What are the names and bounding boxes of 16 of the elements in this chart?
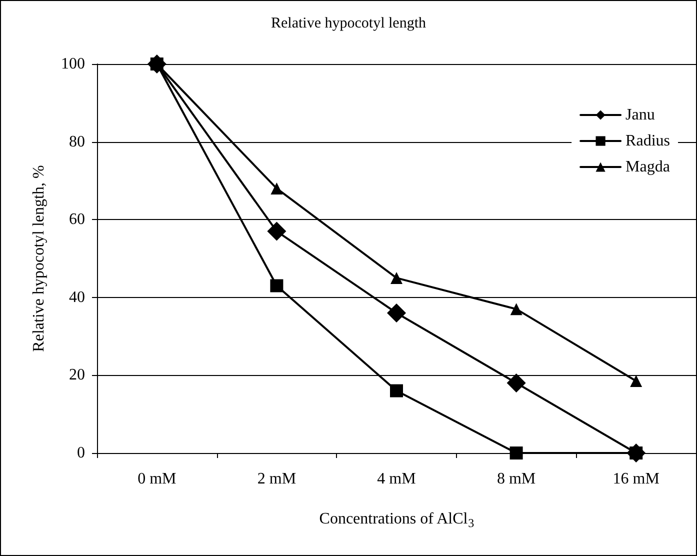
legend-label: Radius (626, 132, 670, 150)
x-tick-label: 0 mM (138, 470, 176, 488)
y-tick-label: 60 (69, 211, 85, 228)
chart-title: Relative hypocotyl length (271, 16, 426, 32)
y-tick-label: 0 (77, 444, 85, 462)
y-tick-label: 20 (69, 366, 85, 384)
x-tick-label: 16 mM (612, 470, 660, 488)
y-axis-title: Relative hypocotyl length, % (30, 165, 48, 352)
legend-label: Magda (626, 158, 670, 176)
y-tick-label: 100 (61, 56, 85, 72)
y-tick-label: 40 (69, 288, 85, 306)
x-tick-label: 8 mM (496, 470, 536, 488)
x-tick-label: 4 mM (377, 470, 416, 488)
y-tick-label: 80 (69, 133, 85, 150)
x-tick-label: 2 mM (257, 470, 296, 488)
legend-label: Janu (626, 106, 655, 124)
